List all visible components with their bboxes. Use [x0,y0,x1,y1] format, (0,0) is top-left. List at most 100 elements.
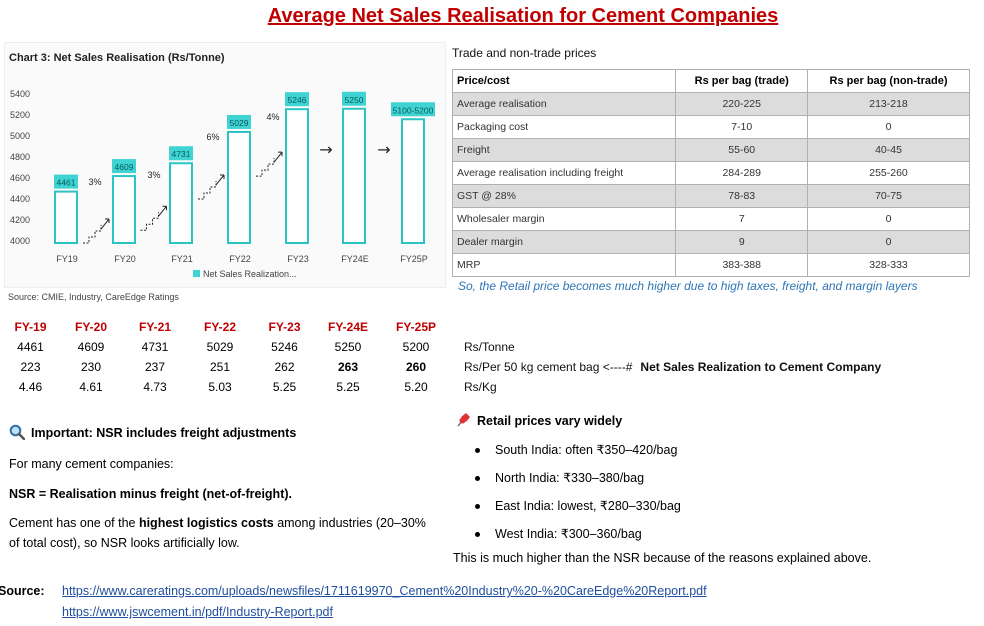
chart-panel [4,42,446,288]
table-cell: 7-10 [675,115,809,139]
value-label-box [227,114,251,129]
source-label: Source: [0,584,45,598]
summary-per-kg-row: 4.46 4.61 4.73 5.03 5.25 5.25 5.20 Rs/Kg [2,377,881,397]
legend-swatch [193,270,200,277]
summary-value: 5.03 [208,380,232,394]
summary-unit: Rs/Tonne [452,337,881,357]
table-cell: Wholesaler margin [451,207,677,231]
table-cell: 78-83 [675,184,809,208]
table-cell: 328-333 [807,253,970,277]
summary-value: 5246 [271,340,298,354]
table-cell: Average realisation including freight [451,161,677,185]
summary-year: FY-24E [327,320,369,334]
value-label: 5100-5200 [393,105,434,115]
summary-unit [452,317,881,337]
summary-per-bag-row: 223 230 237 251 262 263 260 Rs/Per 50 kg cement… [2,357,881,377]
growth-arrow-icon [198,180,217,200]
x-tick-label: FY19 [56,254,78,264]
note-logistics-part: Cement has one of the [9,516,139,530]
source-link-jswcement[interactable]: https://www.jswcement.in/pdf/Industry-Re… [62,605,333,619]
list-item-text: West India: ₹300–360/bag [495,527,642,541]
x-tick-label: FY21 [171,254,193,264]
table-cell: 55-60 [675,138,809,162]
table-row: Dealer margin 9 0 [451,230,970,254]
source-link-careratings[interactable]: https://www.careratings.com/uploads/news… [62,584,707,598]
table-row: Packaging cost 7-10 0 [451,115,970,139]
summary-value: 4731 [141,340,169,354]
value-label-box [342,91,366,106]
table-cell: Freight [451,138,677,162]
summary-value: 4.46 [18,380,43,394]
flat-arrow-icon: → [377,140,390,159]
retail-price-note: So, the Retail price becomes much higher… [458,279,918,293]
summary-value: 4609 [77,340,105,354]
table-row: Wholesaler margin 7 0 [451,207,970,231]
summary-value: 5029 [206,340,234,354]
bullet-icon [475,504,480,509]
note-logistics: Cement has one of the highest logistics … [9,513,429,553]
list-item-text: North India: ₹330–380/bag [495,471,645,485]
important-heading: Important: NSR includes freight adjustme… [9,424,296,441]
value-label-box [169,146,193,161]
bar [227,130,251,244]
list-item: West India: ₹300–360/bag [473,524,681,552]
value-label: 5029 [230,118,249,128]
table-cell: 220-225 [675,92,809,116]
summary-per-tonne-row: 4461 4609 4731 5029 5246 5250 5200 Rs/Tonne [2,337,881,357]
table-row: MRP 383-388 328-333 [451,253,970,277]
growth-arrow-icon [140,212,159,231]
summary-value: 4461 [17,340,44,354]
bullet-icon [475,448,480,453]
list-item-text: South India: often ₹350–420/bag [495,443,678,457]
table-cell: 255-260 [807,161,970,185]
bar [169,162,193,244]
summary-value: 5250 [334,340,362,354]
pushpin-icon [455,412,471,428]
growth-arrow-head-icon [158,205,167,217]
summary-year: FY-25P [395,320,437,334]
y-tick-label: 5400 [10,89,30,99]
price-table-header-row: Price/cost Rs per bag (trade) Rs per bag… [451,69,970,93]
table-cell: 7 [675,207,809,231]
table-row: Average realisation 220-225 213-218 [451,92,970,116]
chart-source: Source: CMIE, Industry, CareEdge Ratings [8,292,179,302]
value-label-box [54,174,78,189]
list-item: South India: often ₹350–420/bag [473,440,681,468]
price-table: Price/cost Rs per bag (trade) Rs per bag… [451,69,970,277]
y-tick-label: 4000 [10,236,30,246]
summary-unit-label: Rs/Per 50 kg cement bag <----# [464,360,633,374]
summary-year: FY-19 [14,320,47,334]
summary-value: 237 [144,360,166,374]
bar [285,108,309,244]
table-cell: 70-75 [807,184,970,208]
growth-arrow-head-icon [215,174,225,186]
bullet-icon [475,532,480,537]
summary-value: 260 [405,360,427,374]
table-cell: MRP [451,253,677,277]
summary-value: 4.73 [143,380,167,394]
summary-value: 263 [337,360,359,374]
bar [54,190,78,244]
table-cell: Dealer margin [451,230,677,254]
y-tick-label: 4600 [10,173,30,183]
net-sales-realisation-chart: 4000 4200 4400 4600 4800 5000 5200 5400 4461 FY19… [10,89,435,279]
note-nsr-definition: NSR = Realisation minus freight (net-of-… [9,487,292,501]
y-tick-label: 4800 [10,152,30,162]
summary-value: 5.25 [336,380,360,394]
summary-year: FY-22 [203,320,236,334]
growth-arrow-head-icon [273,151,283,163]
table-cell: 0 [807,115,970,139]
page-title: Average Net Sales Realisation for Cement… [267,5,779,27]
list-item-text: East India: lowest, ₹280–330/bag [495,499,681,513]
value-label: 5246 [288,95,307,105]
value-label: 4609 [115,162,134,172]
value-label: 4461 [57,178,76,188]
value-label: 5250 [345,95,364,105]
summary-value: 5200 [402,340,430,354]
table-cell: 40-45 [807,138,970,162]
table-cell: Packaging cost [451,115,677,139]
table-row: Average realisation including freight 284… [451,161,970,185]
table-cell: Average realisation [451,92,677,116]
value-label-box [391,102,435,117]
growth-label: 3% [147,170,160,180]
